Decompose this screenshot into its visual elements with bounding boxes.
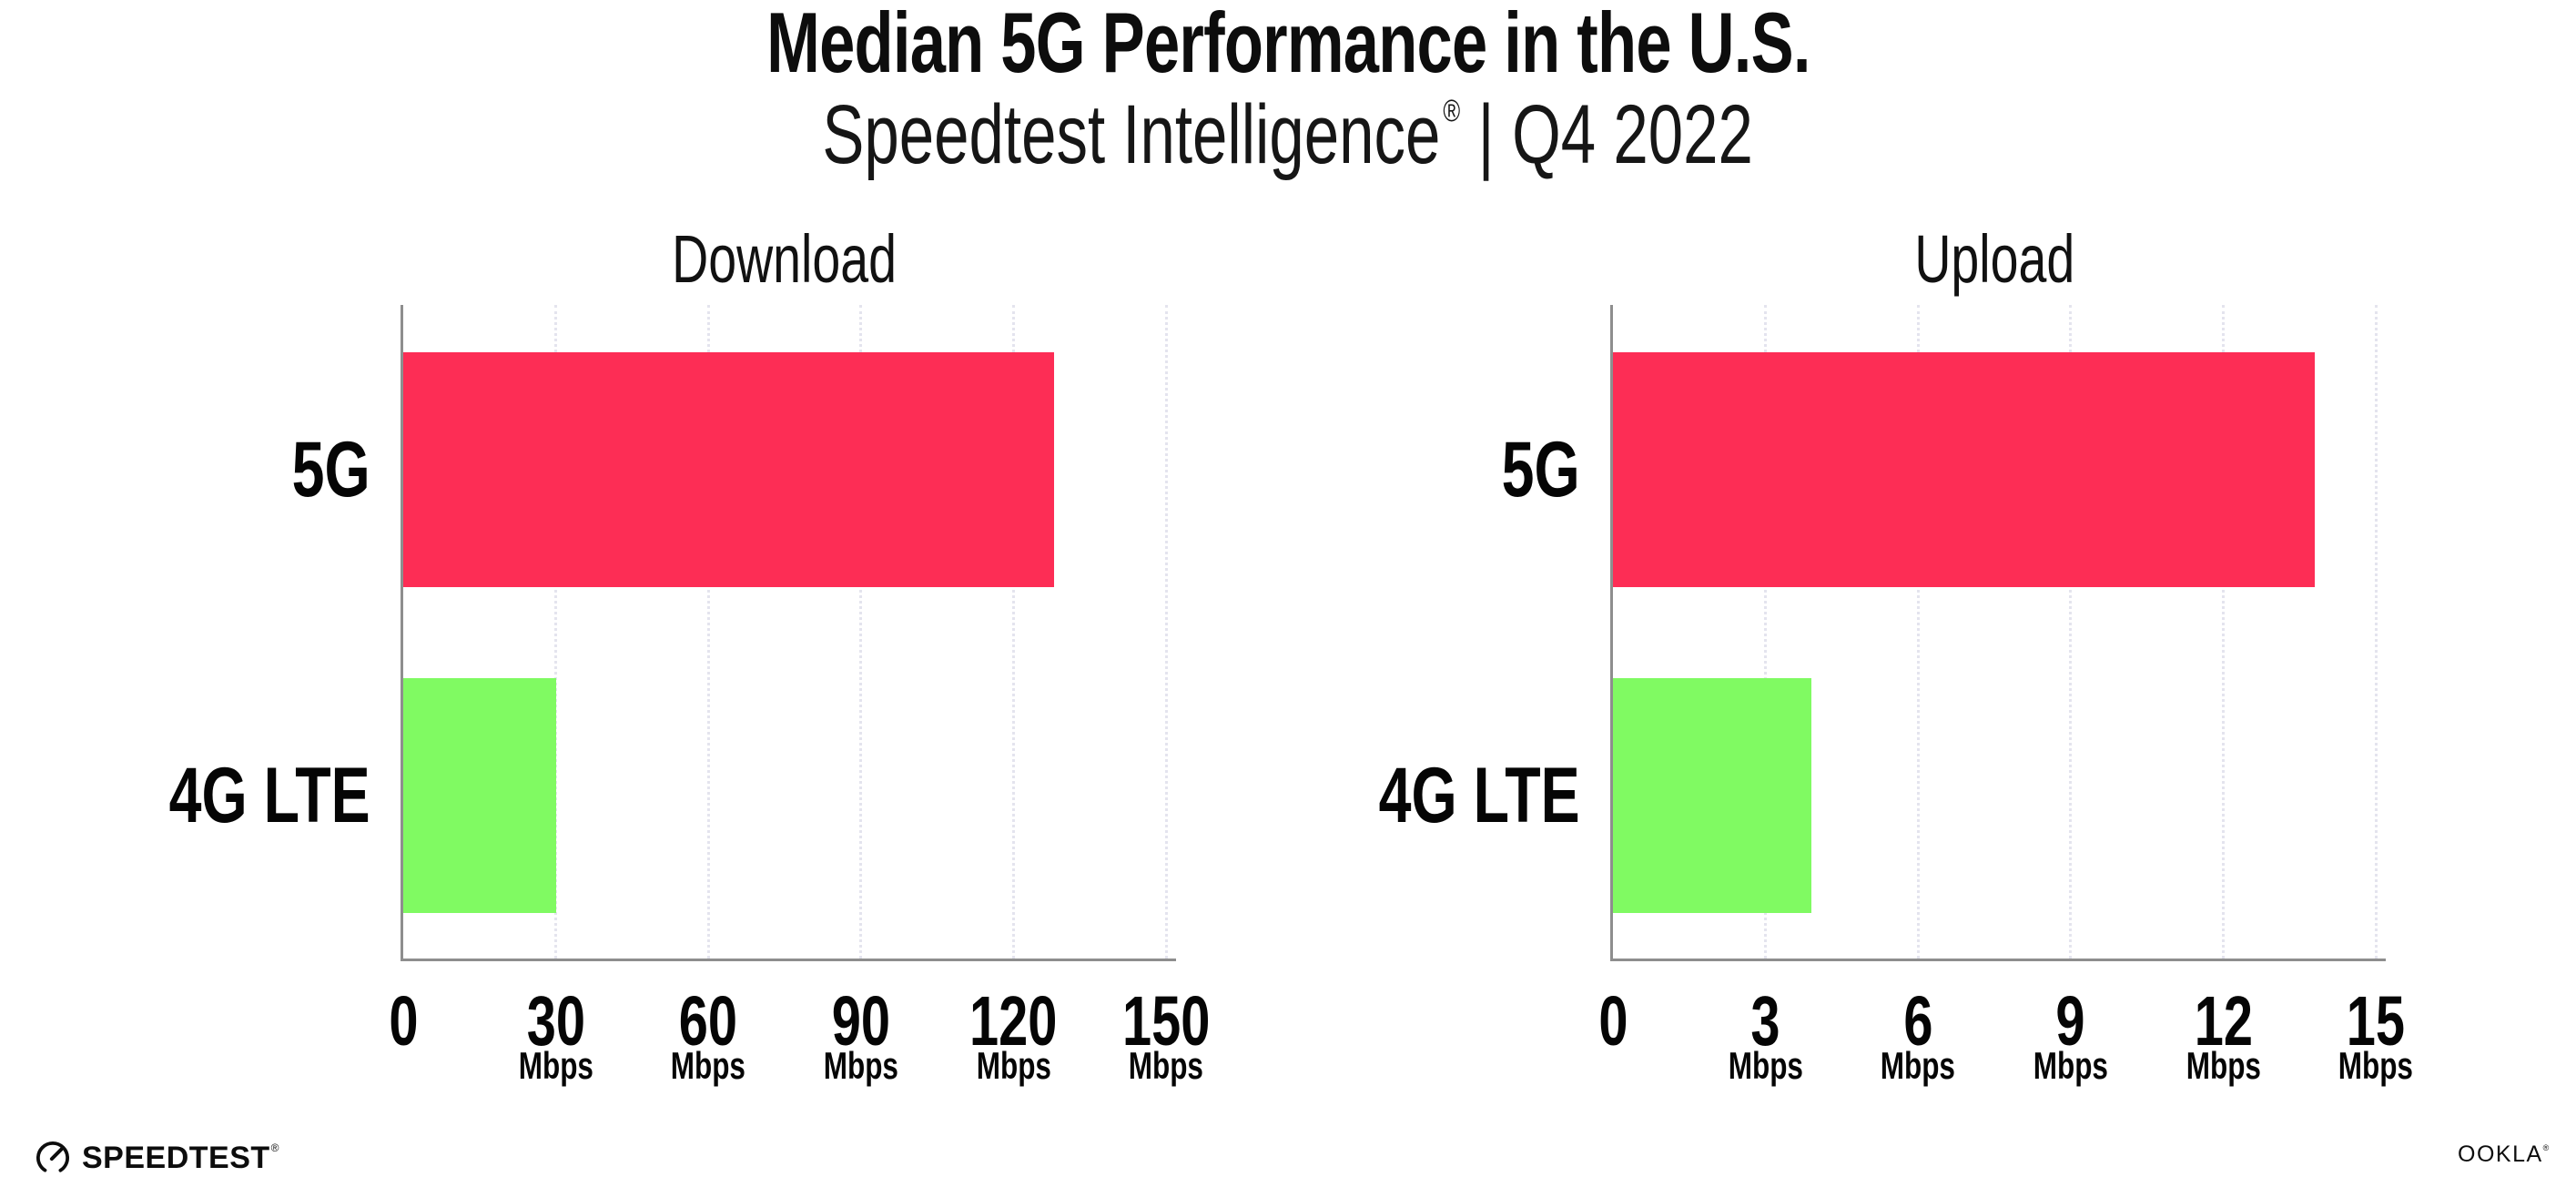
x-tick-label: 120	[913, 987, 1113, 1057]
ookla-logo: OOKLA®	[2458, 1143, 2549, 1166]
category-label-5g: 5G	[1234, 431, 1580, 509]
subtitle-separator: |	[1478, 88, 1495, 181]
x-tick-value: 3	[1750, 982, 1780, 1060]
x-tick-label: 15	[2276, 987, 2476, 1057]
category-label-text: 5G	[291, 426, 370, 513]
speedtest-registered-icon: ®	[270, 1141, 280, 1154]
x-tick-value: 60	[679, 982, 738, 1060]
x-tick-unit: Mbps	[608, 1047, 808, 1085]
x-tick-unit: Mbps	[1066, 1047, 1266, 1085]
x-tick-value: 12	[2194, 982, 2253, 1060]
x-tick-value: 9	[2055, 982, 2085, 1060]
x-tick-unit-text: Mbps	[2186, 1044, 2261, 1087]
bar-5g	[1613, 352, 2315, 587]
x-tick-unit-text: Mbps	[823, 1044, 898, 1087]
x-tick-unit-text: Mbps	[976, 1044, 1051, 1087]
x-tick-unit: Mbps	[456, 1047, 656, 1085]
category-label-text: 5G	[1501, 426, 1580, 513]
x-tick-unit: Mbps	[1818, 1047, 2018, 1085]
x-tick-unit-text: Mbps	[1728, 1044, 1803, 1087]
chart-title-upload: Upload	[1613, 226, 2376, 293]
bar-5g	[403, 352, 1055, 587]
category-label-4g-lte: 4G LTE	[25, 756, 370, 835]
chart-title-download: Download	[403, 226, 1166, 293]
bar-4g-lte	[1613, 678, 1811, 913]
x-tick-label: 0	[303, 987, 503, 1057]
category-label-text: 4G LTE	[1378, 752, 1580, 839]
x-tick-value: 15	[2346, 982, 2406, 1060]
x-axis-line	[1610, 959, 2386, 961]
x-tick-label: 150	[1066, 987, 1266, 1057]
x-tick-label: 6	[1818, 987, 2018, 1057]
gridline	[2069, 305, 2073, 959]
x-tick-value: 0	[388, 982, 419, 1060]
speedtest-logo: SPEEDTEST®	[35, 1140, 279, 1176]
chart-title-text: Download	[672, 221, 898, 297]
category-label-4g-lte: 4G LTE	[1234, 756, 1580, 835]
ookla-wordmark-text: OOKLA	[2458, 1141, 2543, 1167]
x-tick-value: 0	[1597, 982, 1628, 1060]
x-tick-unit-text: Mbps	[1881, 1044, 1956, 1087]
chart-title-text: Upload	[1914, 221, 2074, 297]
x-tick-unit-text: Mbps	[1128, 1044, 1204, 1087]
page-title: Median 5G Performance in the U.S.	[0, 0, 2576, 86]
x-tick-value: 90	[831, 982, 890, 1060]
gridline	[1764, 305, 1768, 959]
speedometer-gauge-icon	[36, 1141, 69, 1174]
x-tick-unit: Mbps	[1666, 1047, 1866, 1085]
page-title-text: Median 5G Performance in the U.S.	[766, 0, 1810, 90]
gridline	[2221, 305, 2225, 959]
x-tick-unit: Mbps	[913, 1047, 1113, 1085]
gridline	[1164, 305, 1168, 959]
category-label-text: 4G LTE	[168, 752, 370, 839]
gridline	[1011, 305, 1015, 959]
subtitle-period: Q4 2022	[1512, 88, 1754, 181]
gridline	[706, 305, 710, 959]
x-tick-unit-text: Mbps	[671, 1044, 746, 1087]
x-tick-value: 30	[526, 982, 585, 1060]
subtitle-brand: Speedtest Intelligence	[822, 88, 1441, 181]
gridline	[554, 305, 558, 959]
ookla-registered-icon: ®	[2542, 1143, 2551, 1152]
x-tick-value: 6	[1903, 982, 1933, 1060]
x-tick-label: 30	[456, 987, 656, 1057]
x-tick-unit-text: Mbps	[2338, 1044, 2414, 1087]
x-tick-label: 12	[2123, 987, 2323, 1057]
x-tick-label: 9	[1971, 987, 2171, 1057]
registered-trademark-icon: ®	[1443, 94, 1461, 128]
x-axis-line	[401, 959, 1176, 961]
y-axis-line	[1610, 305, 1613, 959]
x-tick-unit: Mbps	[2276, 1047, 2476, 1085]
x-tick-unit: Mbps	[761, 1047, 961, 1085]
x-tick-label: 0	[1513, 987, 1713, 1057]
y-axis-line	[401, 305, 403, 959]
x-tick-label: 60	[608, 987, 808, 1057]
bar-4g-lte	[403, 678, 556, 913]
page-subtitle: Speedtest Intelligence® | Q4 2022	[0, 93, 2576, 177]
x-tick-unit-text: Mbps	[2033, 1044, 2108, 1087]
x-tick-label: 3	[1666, 987, 1866, 1057]
x-tick-value: 150	[1121, 982, 1211, 1060]
gridline	[2374, 305, 2378, 959]
category-label-5g: 5G	[25, 431, 370, 509]
gridline	[1916, 305, 1920, 959]
speedtest-wordmark-text: SPEEDTEST	[82, 1141, 270, 1175]
x-tick-unit-text: Mbps	[518, 1044, 593, 1087]
x-tick-label: 90	[761, 987, 961, 1057]
speedtest-wordmark: SPEEDTEST®	[82, 1142, 279, 1173]
x-tick-unit: Mbps	[1971, 1047, 2171, 1085]
gridline	[859, 305, 863, 959]
x-tick-value: 120	[969, 982, 1058, 1060]
page-subtitle-text: Speedtest Intelligence® | Q4 2022	[823, 93, 1753, 177]
x-tick-unit: Mbps	[2123, 1047, 2323, 1085]
